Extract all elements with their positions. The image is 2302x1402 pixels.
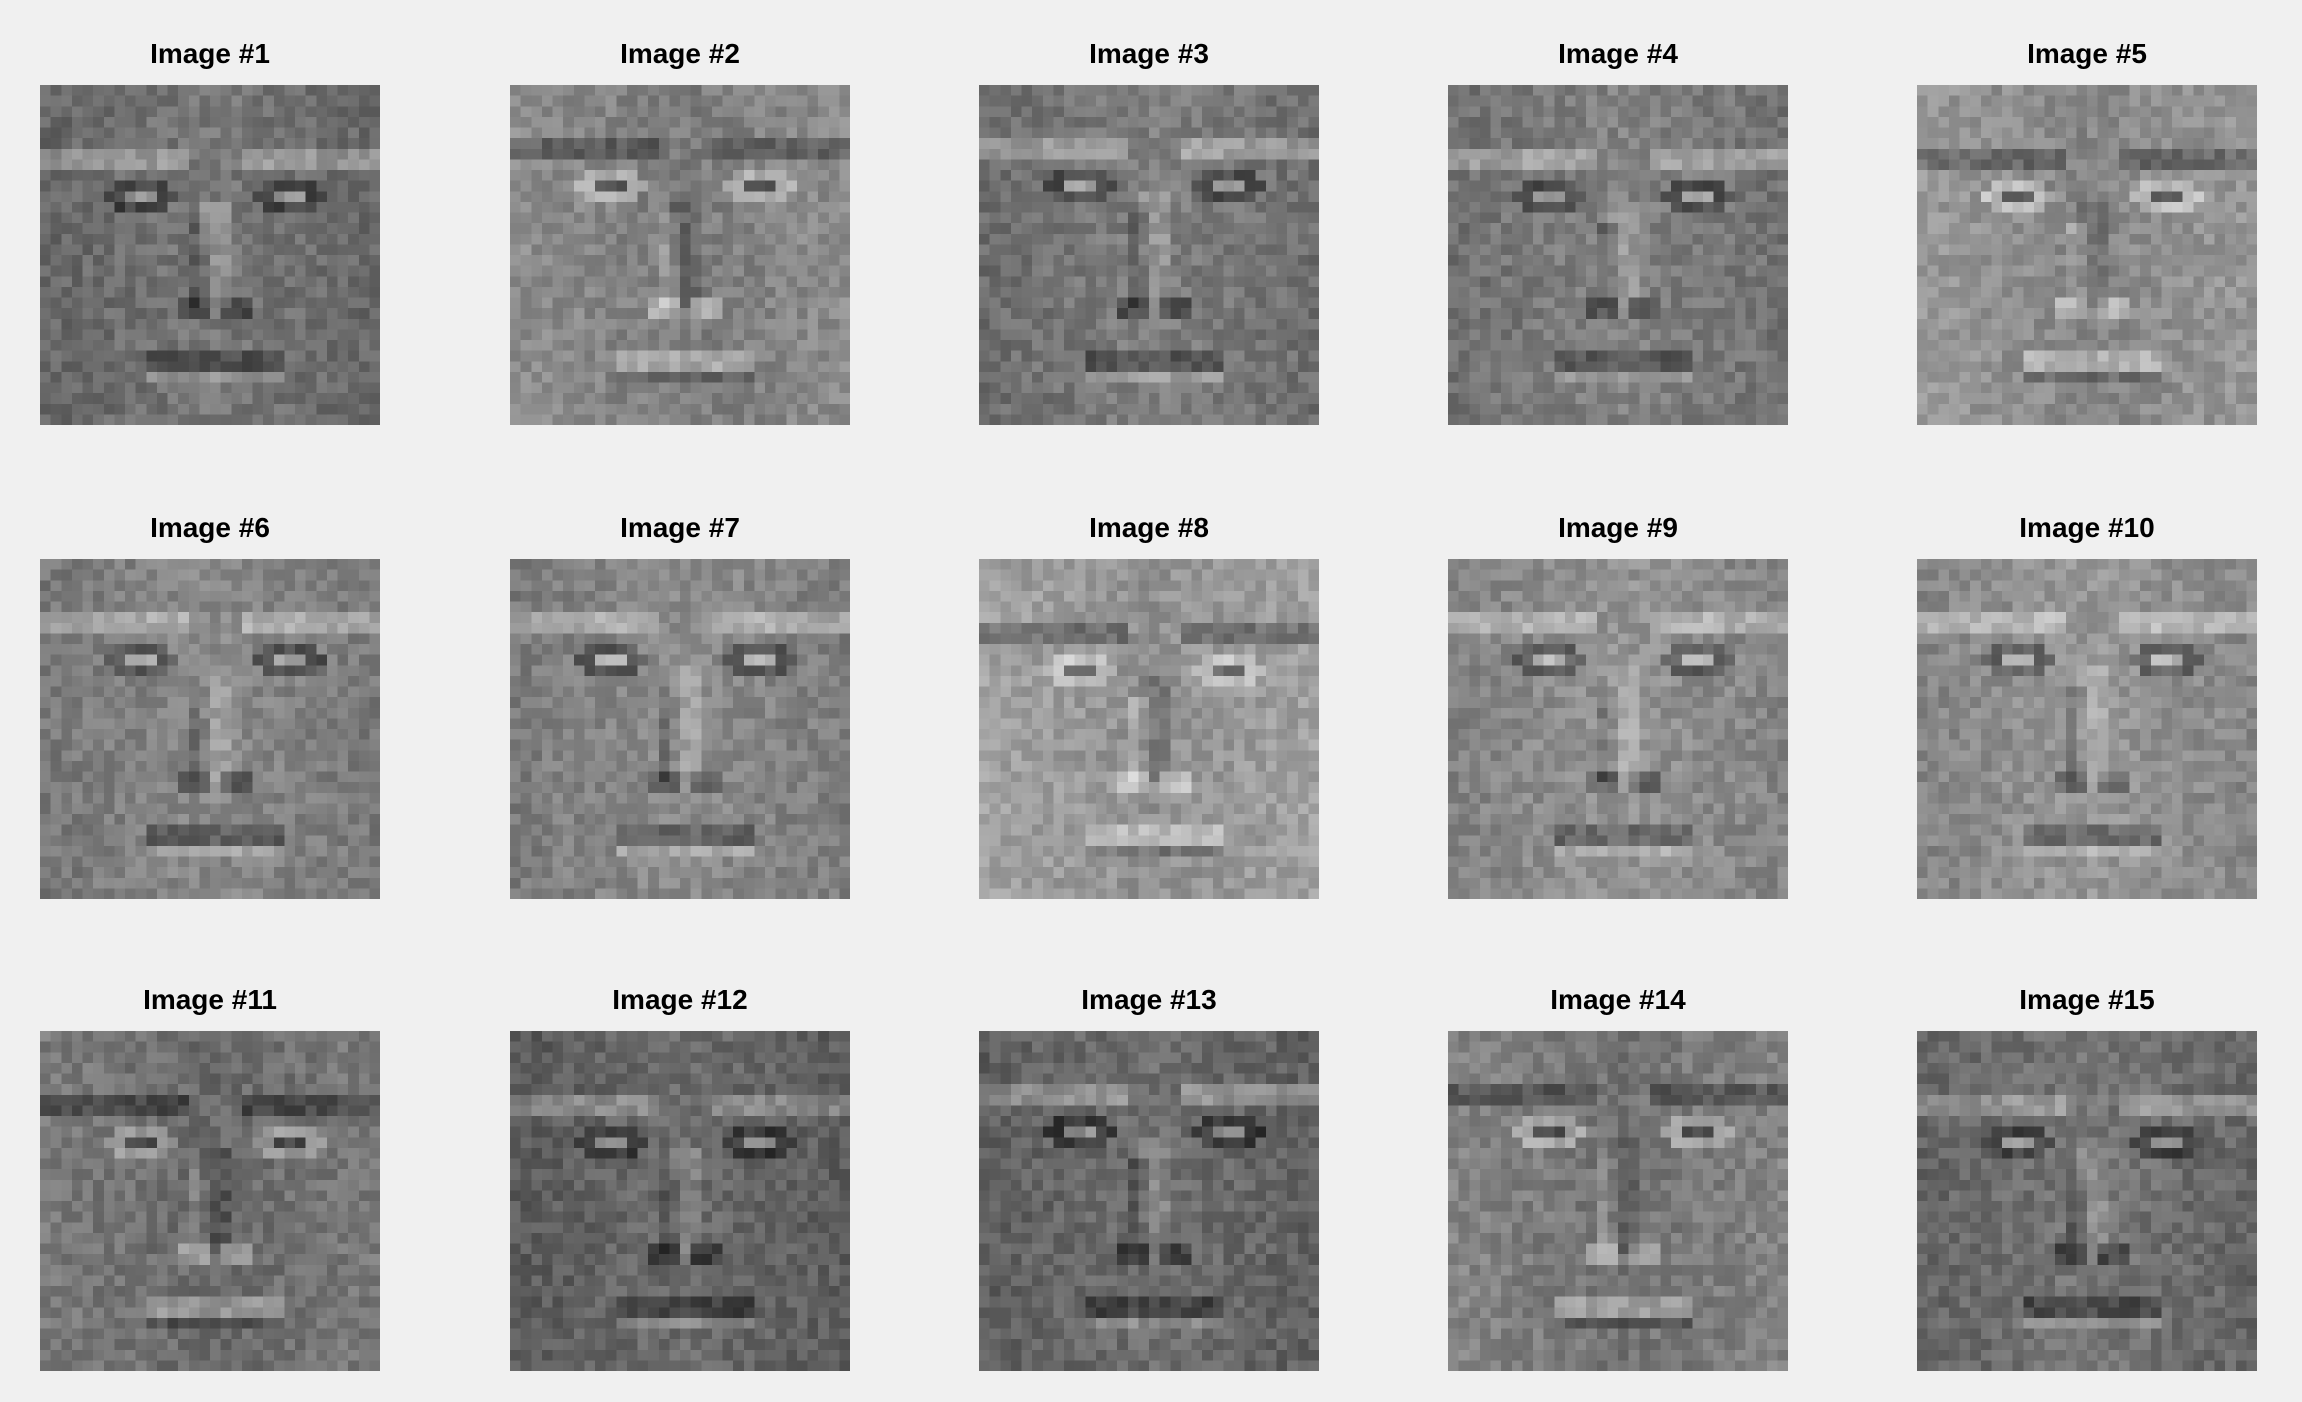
- panel-title: Image #14: [1550, 984, 1686, 1015]
- face-image: [510, 85, 850, 425]
- panel-title: Image #7: [620, 512, 740, 543]
- face-image: [1448, 85, 1788, 425]
- face-image: [1917, 85, 2257, 425]
- face-image: [979, 85, 1319, 425]
- panel-title: Image #2: [620, 38, 740, 69]
- face-image: [1448, 559, 1788, 899]
- face-image: [979, 559, 1319, 899]
- panel-title: Image #5: [2027, 38, 2147, 69]
- panel-title: Image #13: [1081, 984, 1217, 1015]
- panel-title: Image #3: [1089, 38, 1209, 69]
- panel-title: Image #9: [1558, 512, 1678, 543]
- face-image: [979, 1031, 1319, 1371]
- panel-title: Image #15: [2019, 984, 2155, 1015]
- panel-title: Image #12: [612, 984, 748, 1015]
- face-image: [40, 1031, 380, 1371]
- face-image: [510, 1031, 850, 1371]
- panel-title: Image #11: [143, 984, 277, 1015]
- panel-title: Image #8: [1089, 512, 1209, 543]
- face-image: [40, 85, 380, 425]
- face-image: [40, 559, 380, 899]
- panel-title: Image #10: [2019, 512, 2155, 543]
- panel-title: Image #6: [150, 512, 270, 543]
- panel-title: Image #1: [150, 38, 270, 69]
- panel-title: Image #4: [1558, 38, 1678, 69]
- face-image: [1448, 1031, 1788, 1371]
- face-image: [510, 559, 850, 899]
- face-image: [1917, 1031, 2257, 1371]
- face-image: [1917, 559, 2257, 899]
